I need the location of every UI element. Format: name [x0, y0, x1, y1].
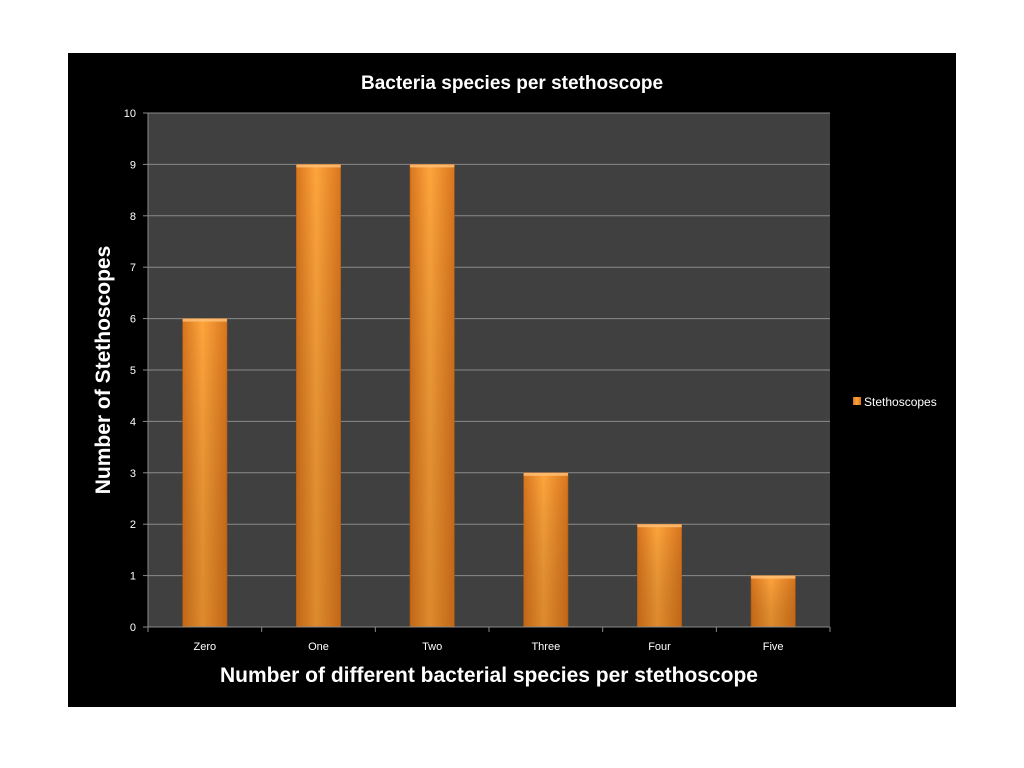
y-tick-label: 10: [124, 108, 136, 120]
x-tick-label: Zero: [194, 641, 217, 653]
x-tick-label: Four: [648, 641, 671, 653]
bar-highlight-four: [637, 524, 682, 528]
bar-shade-three: [523, 472, 568, 627]
chart-title: Bacteria species per stethoscope: [361, 73, 663, 94]
bar-highlight-three: [523, 472, 568, 476]
bar-shade-two: [410, 164, 455, 627]
legend: Stethoscopes: [853, 395, 937, 409]
x-tick-label: One: [308, 641, 329, 653]
x-tick-label: Two: [422, 641, 442, 653]
y-tick-label: 8: [130, 211, 136, 223]
y-tick-label: 0: [130, 622, 136, 634]
bar-shade-zero: [182, 318, 227, 627]
y-tick-label: 7: [130, 262, 136, 274]
bar-highlight-five: [751, 575, 796, 579]
bar-highlight-two: [410, 164, 455, 168]
legend-swatch: [853, 397, 861, 405]
bar-shade-one: [296, 164, 341, 627]
bar-chart: 0 1 2 3 4 5 6 7 8 9 10 Zero One Two Three Four Five Bact…: [92, 73, 937, 687]
chart-area: 0 1 2 3 4 5 6 7 8 9 10 Zero One Two Three Four Five Bact…: [68, 53, 956, 707]
y-tick-label: 3: [130, 468, 136, 480]
bar-shade-five: [751, 575, 796, 627]
x-tick-label: Three: [531, 641, 560, 653]
x-tick-label: Five: [763, 641, 784, 653]
y-tick-label: 9: [130, 159, 136, 171]
bar-highlight-zero: [182, 318, 227, 322]
y-tick-label: 6: [130, 314, 136, 326]
y-axis-title: Number of Stethoscopes: [92, 246, 115, 495]
y-tick-label: 4: [130, 416, 136, 428]
x-axis-title: Number of different bacterial species pe…: [220, 664, 758, 687]
bar-highlight-one: [296, 164, 341, 168]
y-tick-label: 2: [130, 519, 136, 531]
bar-shade-four: [637, 524, 682, 627]
y-tick-label: 5: [130, 365, 136, 377]
legend-label: Stethoscopes: [864, 395, 937, 409]
y-tick-label: 1: [130, 571, 136, 583]
